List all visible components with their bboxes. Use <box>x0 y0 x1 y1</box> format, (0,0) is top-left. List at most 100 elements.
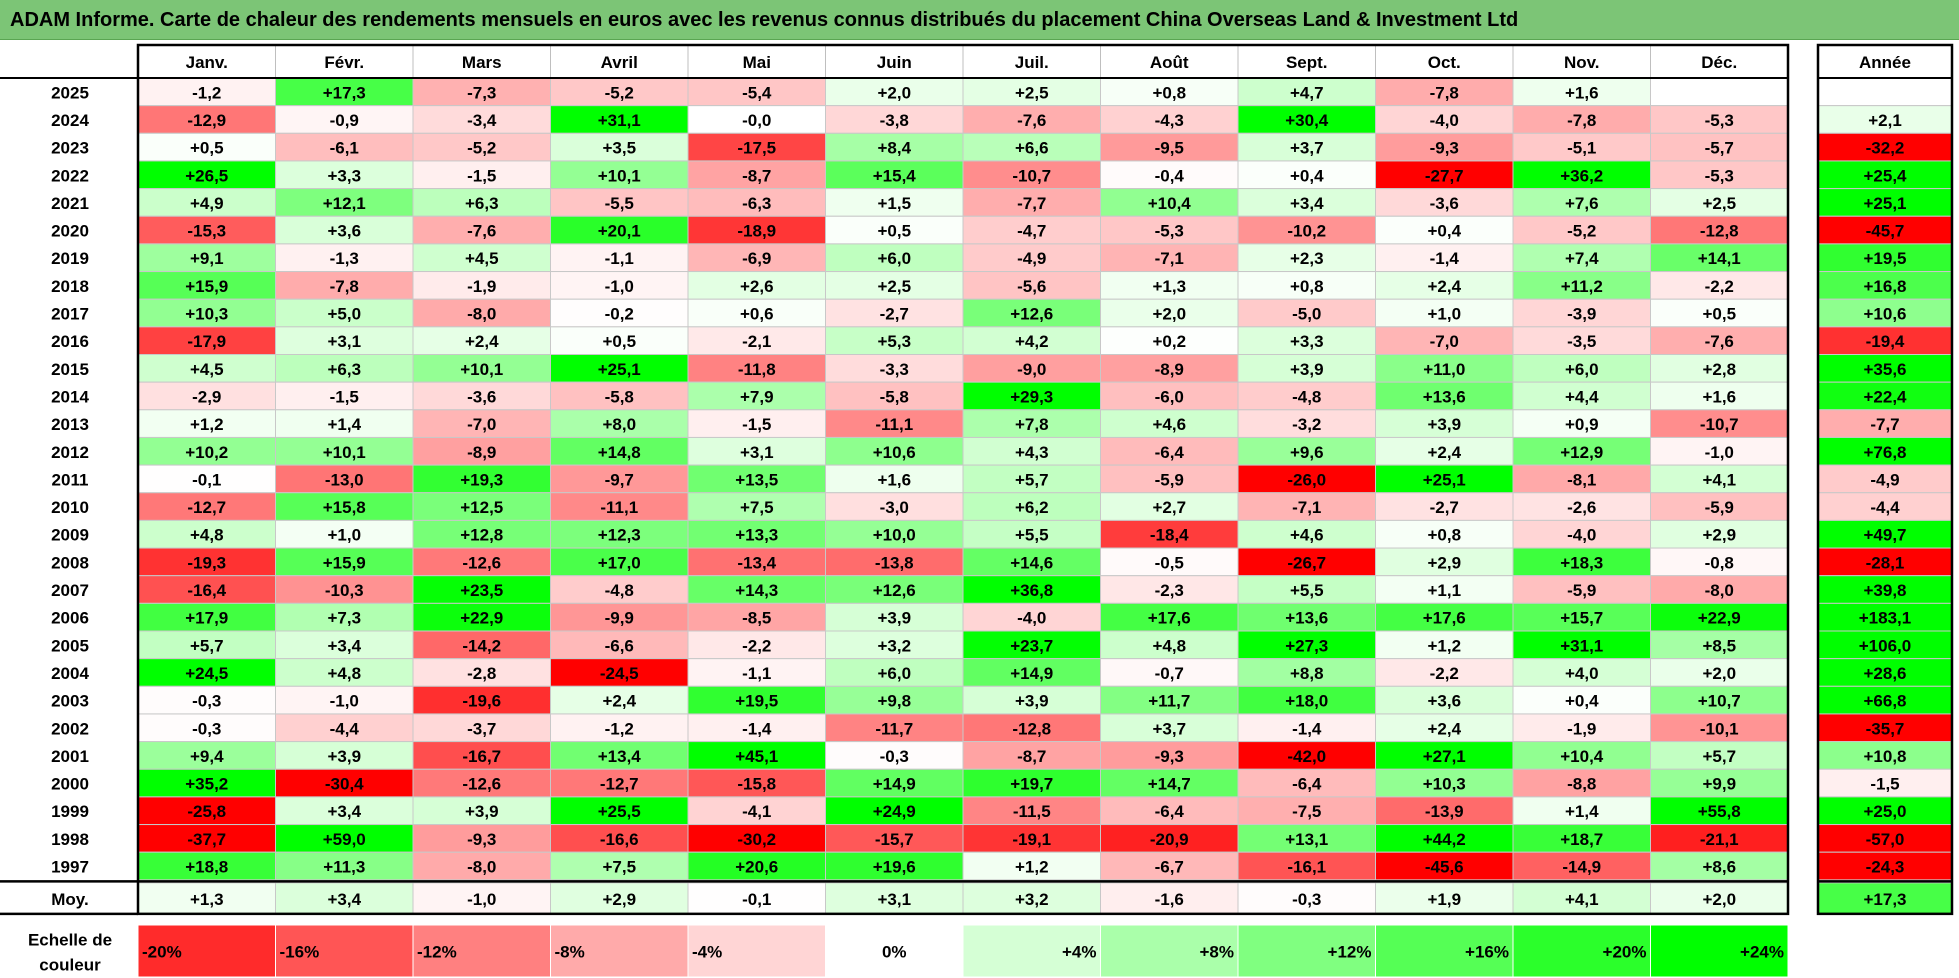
heatmap-cell <box>687 741 826 770</box>
heatmap-cell-value: -0,4 <box>1155 166 1185 185</box>
heatmap-cell <box>1237 271 1376 300</box>
heatmap-cell-value: +6,6 <box>1015 139 1049 158</box>
heatmap-cell-value: -12,6 <box>462 553 501 572</box>
heatmap-cell-value: -8,5 <box>742 609 771 628</box>
average-cell-value: -0,1 <box>742 890 771 909</box>
heatmap-cell-value: +1,0 <box>1427 305 1461 324</box>
heatmap-cell <box>1512 685 1651 715</box>
heatmap-cell-value: -7,0 <box>1430 332 1459 351</box>
heatmap-cell-value: +3,9 <box>1427 415 1461 434</box>
month-header-7: Août <box>1150 53 1189 72</box>
year-label: 1998 <box>51 830 89 849</box>
heatmap-cell <box>825 713 964 743</box>
heatmap-cell-value: +24,9 <box>873 802 916 821</box>
heatmap-cell-value: -7,7 <box>1017 194 1046 213</box>
heatmap-cell-value: +4,3 <box>1015 443 1049 462</box>
heatmap-cell <box>687 519 826 549</box>
heatmap-cell-value: +3,1 <box>327 332 361 351</box>
average-row-label: Moy. <box>51 890 88 909</box>
heatmap-cell <box>137 381 276 411</box>
heatmap-cell <box>412 713 551 743</box>
heatmap-cell <box>1375 298 1514 328</box>
heatmap-cell-value: +13,6 <box>1285 609 1328 628</box>
heatmap-cell-value: -5,6 <box>1017 277 1046 296</box>
heatmap-cell-value: +10,0 <box>873 526 916 545</box>
heatmap-cell-value: -27,7 <box>1425 166 1464 185</box>
annual-column-border <box>1816 43 1954 916</box>
heatmap-cell <box>1650 409 1789 438</box>
heatmap-cell-value: +3,9 <box>877 609 911 628</box>
heatmap-cell-value: +3,4 <box>327 636 361 655</box>
heatmap-cell-value: +2,0 <box>877 83 911 102</box>
heatmap-cell-value: +10,1 <box>460 360 503 379</box>
heatmap-cell <box>275 298 414 328</box>
heatmap-cell-value: +10,4 <box>1148 194 1192 213</box>
heatmap-cell <box>1100 492 1239 521</box>
heatmap-cell <box>962 243 1101 273</box>
heatmap-cell <box>1512 713 1651 743</box>
heatmap-cell-value: -9,9 <box>605 609 634 628</box>
heatmap-cell-value: +8,8 <box>1290 664 1324 683</box>
heatmap-cell <box>550 796 689 826</box>
heatmap-cell <box>1375 519 1514 549</box>
heatmap-cell-value: +7,4 <box>1565 249 1599 268</box>
heatmap-cell-value: -7,8 <box>1567 111 1596 130</box>
annual-cell <box>1817 658 1953 687</box>
month-header-3: Avril <box>601 53 638 72</box>
heatmap-cell-value: +10,2 <box>185 443 228 462</box>
heatmap-cell <box>687 464 826 494</box>
annual-cell-value: -4,9 <box>1870 470 1899 489</box>
heatmap-cell <box>550 77 689 107</box>
heatmap-cell-value: -3,6 <box>1430 194 1459 213</box>
color-scale-swatch <box>550 924 689 978</box>
heatmap-cell-value: -2,2 <box>742 636 771 655</box>
color-scale-stop-label: -12% <box>417 943 457 962</box>
heatmap-cell <box>412 630 551 660</box>
heatmap-cell <box>137 354 276 383</box>
heatmap-cell <box>275 685 414 715</box>
heatmap-cell <box>1650 492 1789 521</box>
heatmap-cell <box>412 464 551 494</box>
heatmap-cell <box>1100 851 1239 881</box>
heatmap-cell-value: -8,0 <box>467 305 496 324</box>
heatmap-cell <box>412 354 551 383</box>
heatmap-cell-value: +6,2 <box>1015 498 1049 517</box>
heatmap-cell <box>1650 768 1789 798</box>
annual-cell <box>1817 602 1953 632</box>
heatmap-cell <box>962 326 1101 356</box>
year-label: 2010 <box>51 498 89 517</box>
heatmap-cell-value: +5,7 <box>1702 747 1736 766</box>
heatmap-cell-value: +13,5 <box>735 470 778 489</box>
heatmap-cell-value: +5,3 <box>877 332 911 351</box>
heatmap-cell <box>1237 77 1376 107</box>
heatmap-cell <box>962 519 1101 549</box>
heatmap-cell-value: -1,0 <box>1705 443 1734 462</box>
heatmap-cell <box>962 409 1101 438</box>
heatmap-cell-value: -11,8 <box>738 360 776 379</box>
heatmap-cell-value: -15,8 <box>737 775 776 794</box>
average-cell <box>275 882 414 915</box>
heatmap-cell-value: -2,2 <box>1430 664 1459 683</box>
heatmap-cell-value: +1,5 <box>877 194 911 213</box>
heatmap-cell-value: +0,6 <box>740 305 774 324</box>
heatmap-cell-value: +9,9 <box>1702 775 1736 794</box>
heatmap-cell <box>1650 298 1789 328</box>
heatmap-cell-value: +3,9 <box>1015 692 1049 711</box>
heatmap-cell-value: -8,9 <box>1155 360 1184 379</box>
annual-cell <box>1817 243 1953 273</box>
color-scale-stop-label: -8% <box>555 943 585 962</box>
heatmap-cell-value: +2,4 <box>465 332 499 351</box>
heatmap-cell <box>1650 243 1789 273</box>
heatmap-cell <box>825 492 964 521</box>
heatmap-cell-value: -4,8 <box>605 581 634 600</box>
heatmap-cell-value: +2,3 <box>1290 249 1324 268</box>
heatmap-cell-value: +12,5 <box>460 498 503 517</box>
heatmap-cell <box>412 326 551 356</box>
heatmap-cell <box>825 188 964 217</box>
heatmap-cell-value: -5,9 <box>1705 498 1734 517</box>
heatmap-cell-value: -4,3 <box>1155 111 1184 130</box>
heatmap-cell <box>550 492 689 521</box>
heatmap-cell-value: +36,8 <box>1010 581 1053 600</box>
heatmap-cell-value: -1,4 <box>1292 719 1322 738</box>
heatmap-cell <box>962 271 1101 300</box>
